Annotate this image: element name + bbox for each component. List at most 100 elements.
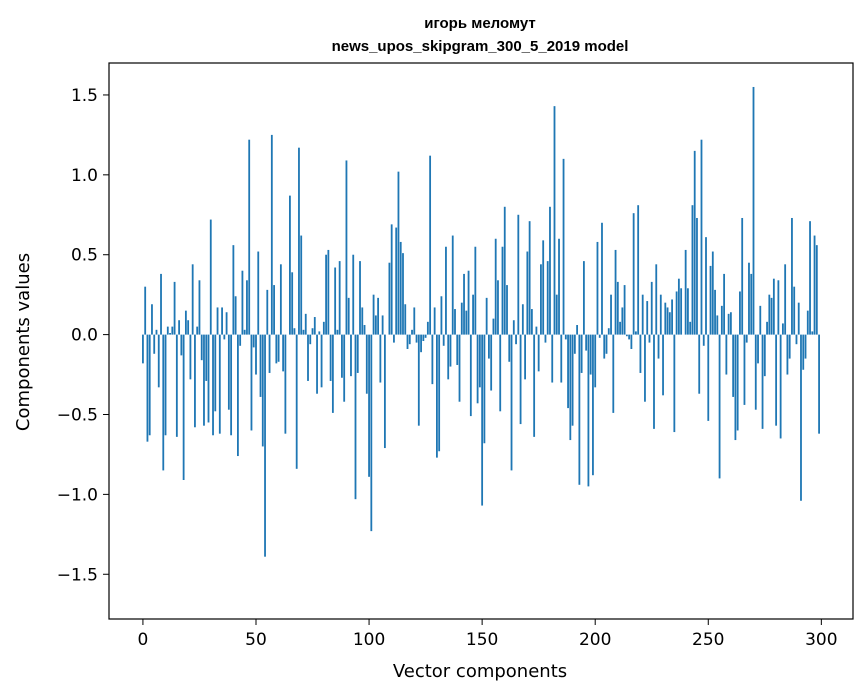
bar-207: [610, 294, 612, 335]
bar-128: [431, 334, 434, 385]
bar-190: [571, 334, 574, 426]
bar-36: [223, 334, 226, 340]
bar-159: [501, 246, 504, 335]
bar-88: [341, 334, 343, 378]
bar-58: [273, 285, 275, 335]
bar-271: [754, 334, 757, 410]
bar-263: [736, 334, 739, 431]
bar-199: [592, 334, 594, 476]
bar-29: [207, 334, 210, 423]
bar-87: [338, 261, 341, 335]
bar-55: [266, 289, 269, 335]
bar-23: [194, 334, 196, 428]
bar-273: [759, 305, 762, 335]
bar-74: [309, 334, 312, 345]
bar-91: [347, 297, 350, 335]
bar-261: [732, 334, 735, 397]
bar-192: [576, 325, 579, 335]
bar-151: [483, 334, 486, 444]
bar-148: [476, 334, 479, 404]
bar-89: [343, 334, 346, 402]
bar-142: [463, 273, 465, 335]
bar-72: [304, 313, 307, 335]
bar-265: [741, 217, 744, 335]
bar-217: [632, 213, 635, 335]
bar-4: [151, 304, 153, 335]
bar-274: [761, 334, 764, 429]
bar-61: [279, 264, 282, 335]
bar-48: [250, 334, 253, 431]
bar-183: [555, 294, 558, 335]
y-tick-label: 1.5: [71, 86, 98, 106]
bar-110: [390, 224, 393, 335]
bar-178: [544, 334, 547, 343]
bar-267: [745, 334, 748, 343]
bar-153: [488, 334, 490, 359]
bar-216: [630, 334, 633, 349]
chart-title-line-1: игорь меломут: [424, 15, 536, 32]
bar-202: [598, 334, 601, 338]
bar-121: [415, 334, 418, 343]
bar-123: [420, 334, 422, 353]
bar-112: [395, 227, 398, 335]
bar-244: [693, 150, 696, 335]
bar-226: [653, 334, 655, 429]
bar-175: [537, 334, 540, 372]
bar-254: [716, 315, 719, 335]
bar-238: [680, 288, 683, 335]
bar-136: [449, 334, 452, 367]
bar-233: [668, 312, 671, 335]
x-tick-label: 50: [245, 630, 267, 650]
bar-201: [596, 241, 599, 335]
bar-101: [370, 334, 373, 532]
bar-63: [284, 334, 287, 434]
bar-11: [166, 326, 169, 335]
bar-197: [587, 334, 590, 487]
bar-95: [356, 334, 359, 373]
bar-214: [625, 334, 628, 337]
bar-111: [393, 334, 395, 343]
x-axis-label: Vector components: [393, 661, 567, 682]
bar-165: [515, 334, 517, 345]
bar-194: [580, 334, 583, 373]
bar-10: [164, 334, 167, 436]
bar-203: [601, 222, 603, 335]
bar-69: [298, 147, 300, 335]
bar-73: [307, 334, 309, 381]
bar-17: [180, 334, 183, 356]
bar-143: [465, 310, 468, 335]
bar-215: [628, 334, 631, 340]
bar-56: [268, 334, 271, 373]
bar-92: [350, 334, 352, 377]
bar-166: [517, 214, 520, 335]
bar-119: [411, 329, 413, 335]
bar-292: [802, 334, 805, 370]
bar-291: [800, 334, 802, 501]
bar-40: [232, 245, 235, 335]
bar-37: [225, 312, 228, 335]
bar-277: [768, 294, 771, 335]
bar-193: [578, 334, 581, 485]
bar-156: [494, 238, 497, 335]
bar-150: [481, 334, 484, 506]
bar-107: [383, 334, 386, 449]
bar-188: [567, 334, 569, 409]
x-tick-label: 150: [466, 630, 498, 650]
bar-230: [662, 334, 664, 396]
bar-20: [187, 320, 190, 335]
bar-161: [506, 285, 508, 335]
bar-9: [162, 334, 165, 471]
bar-191: [573, 334, 576, 354]
bar-16: [178, 320, 181, 335]
bar-97: [361, 307, 364, 335]
bar-224: [648, 334, 651, 343]
bar-167: [519, 334, 522, 425]
y-tick-label: 0.0: [71, 326, 98, 346]
bar-120: [413, 307, 416, 335]
bar-252: [711, 251, 714, 335]
bar-6: [155, 329, 158, 335]
bar-272: [757, 334, 759, 364]
bar-139: [456, 334, 459, 365]
bar-205: [605, 334, 608, 354]
bar-42: [237, 334, 239, 457]
